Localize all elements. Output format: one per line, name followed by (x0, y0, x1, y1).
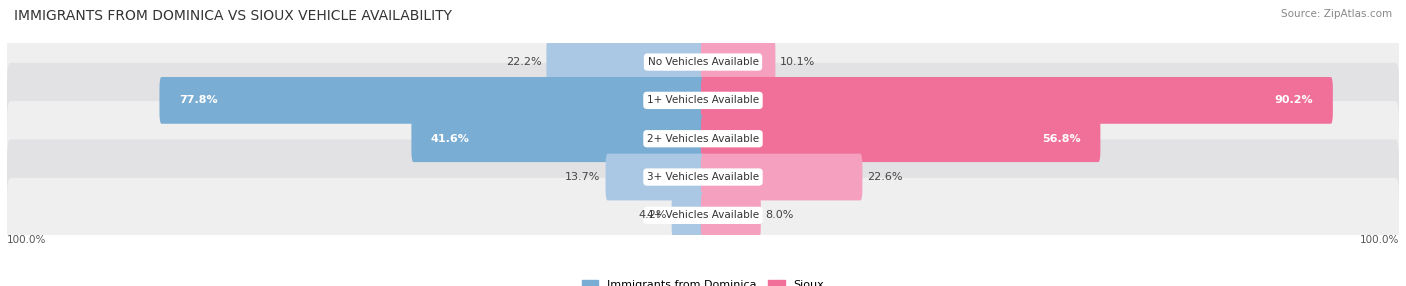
FancyBboxPatch shape (7, 101, 1399, 176)
Text: Source: ZipAtlas.com: Source: ZipAtlas.com (1281, 9, 1392, 19)
Text: 100.0%: 100.0% (7, 235, 46, 245)
Text: 77.8%: 77.8% (179, 96, 218, 105)
Text: 100.0%: 100.0% (1360, 235, 1399, 245)
Legend: Immigrants from Dominica, Sioux: Immigrants from Dominica, Sioux (582, 279, 824, 286)
FancyBboxPatch shape (547, 39, 704, 86)
Text: 2+ Vehicles Available: 2+ Vehicles Available (647, 134, 759, 144)
Text: 10.1%: 10.1% (780, 57, 815, 67)
Text: No Vehicles Available: No Vehicles Available (648, 57, 758, 67)
Text: 1+ Vehicles Available: 1+ Vehicles Available (647, 96, 759, 105)
FancyBboxPatch shape (7, 178, 1399, 253)
Text: 22.2%: 22.2% (506, 57, 541, 67)
Text: 13.7%: 13.7% (565, 172, 600, 182)
FancyBboxPatch shape (702, 39, 775, 86)
FancyBboxPatch shape (7, 63, 1399, 138)
FancyBboxPatch shape (606, 154, 704, 200)
Text: 56.8%: 56.8% (1042, 134, 1081, 144)
Text: 41.6%: 41.6% (430, 134, 470, 144)
FancyBboxPatch shape (702, 115, 1101, 162)
FancyBboxPatch shape (412, 115, 704, 162)
FancyBboxPatch shape (672, 192, 704, 239)
FancyBboxPatch shape (7, 140, 1399, 214)
Text: 8.0%: 8.0% (766, 210, 794, 220)
FancyBboxPatch shape (159, 77, 704, 124)
FancyBboxPatch shape (702, 192, 761, 239)
Text: 3+ Vehicles Available: 3+ Vehicles Available (647, 172, 759, 182)
Text: IMMIGRANTS FROM DOMINICA VS SIOUX VEHICLE AVAILABILITY: IMMIGRANTS FROM DOMINICA VS SIOUX VEHICL… (14, 9, 453, 23)
Text: 22.6%: 22.6% (868, 172, 903, 182)
FancyBboxPatch shape (7, 25, 1399, 100)
Text: 90.2%: 90.2% (1275, 96, 1313, 105)
FancyBboxPatch shape (702, 77, 1333, 124)
FancyBboxPatch shape (702, 154, 862, 200)
Text: 4+ Vehicles Available: 4+ Vehicles Available (647, 210, 759, 220)
Text: 4.2%: 4.2% (638, 210, 666, 220)
